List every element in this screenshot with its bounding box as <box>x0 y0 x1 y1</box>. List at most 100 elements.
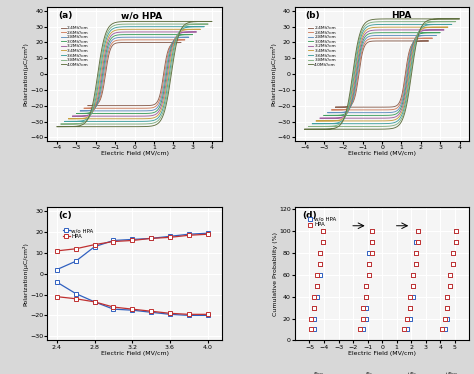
w/o HPA <box>205 231 210 236</box>
4.0MV/cm <box>423 19 429 24</box>
3.0MV/cm <box>190 32 195 37</box>
3.0MV/cm <box>405 68 411 73</box>
Point <box>444 304 451 310</box>
Point <box>452 239 460 245</box>
2.4MV/cm <box>85 103 91 108</box>
Legend: 2.4MV/cm, 2.6MV/cm, 2.8MV/cm, 3.0MV/cm, 3.2MV/cm, 3.4MV/cm, 3.6MV/cm, 3.8MV/cm, : 2.4MV/cm, 2.6MV/cm, 2.8MV/cm, 3.0MV/cm, … <box>60 26 89 67</box>
Point <box>441 316 448 322</box>
4.0MV/cm <box>184 21 190 25</box>
Point <box>449 250 457 256</box>
Legend: w/o HPA, HPA: w/o HPA, HPA <box>305 214 338 229</box>
4.0MV/cm <box>176 33 182 38</box>
w/o HPA <box>129 237 135 242</box>
Point <box>412 239 419 245</box>
Point <box>356 327 364 332</box>
2.4MV/cm <box>410 41 416 45</box>
Point <box>415 239 422 245</box>
Point <box>452 239 460 245</box>
w/o HPA <box>110 238 116 243</box>
Point <box>447 272 454 278</box>
3.2MV/cm <box>441 28 447 32</box>
Line: HPA: HPA <box>55 232 210 253</box>
4.0MV/cm <box>129 125 135 129</box>
3.8MV/cm <box>421 22 427 27</box>
2.8MV/cm <box>91 107 97 111</box>
Point <box>406 294 413 300</box>
3.0MV/cm <box>321 113 327 118</box>
w/o HPA <box>319 228 326 234</box>
Point <box>368 250 376 256</box>
Point <box>412 261 419 267</box>
Point <box>409 283 416 289</box>
3.2MV/cm <box>332 116 338 120</box>
HPA <box>313 283 320 289</box>
4.0MV/cm <box>54 125 60 129</box>
4.0MV/cm <box>302 127 308 131</box>
2.4MV/cm <box>426 39 431 43</box>
Point <box>447 283 454 289</box>
3.4MV/cm <box>313 119 319 123</box>
3.8MV/cm <box>182 24 187 28</box>
3.8MV/cm <box>58 122 64 126</box>
3.0MV/cm <box>88 110 93 114</box>
w/o HPA <box>310 327 318 332</box>
Point <box>365 261 373 267</box>
HPA <box>54 249 60 253</box>
2.8MV/cm <box>108 108 113 113</box>
2.4MV/cm <box>178 40 184 45</box>
3.0MV/cm <box>129 111 135 116</box>
Point <box>409 294 416 300</box>
2.4MV/cm <box>153 102 158 106</box>
Legend: 2.4MV/cm, 2.6MV/cm, 2.8MV/cm, 3.0MV/cm, 3.2MV/cm, 3.4MV/cm, 3.6MV/cm, 3.8MV/cm, : 2.4MV/cm, 2.6MV/cm, 2.8MV/cm, 3.0MV/cm, … <box>308 26 337 67</box>
3.2MV/cm <box>160 100 165 105</box>
3.4MV/cm <box>329 119 335 123</box>
3.8MV/cm <box>205 22 211 26</box>
HPA <box>186 233 191 237</box>
3.4MV/cm <box>350 119 356 123</box>
Line: 4.0MV/cm: 4.0MV/cm <box>57 21 212 127</box>
HPA <box>307 327 315 332</box>
2.6MV/cm <box>329 108 335 112</box>
Point <box>444 316 451 322</box>
2.8MV/cm <box>325 110 331 115</box>
3.0MV/cm <box>438 30 443 35</box>
3.4MV/cm <box>409 55 414 60</box>
3.4MV/cm <box>176 31 182 35</box>
Point <box>412 261 419 267</box>
4.0MV/cm <box>209 19 215 24</box>
3.4MV/cm <box>313 119 319 123</box>
3.8MV/cm <box>346 124 352 129</box>
Line: 3.6MV/cm: 3.6MV/cm <box>312 24 452 124</box>
3.6MV/cm <box>377 122 383 126</box>
Point <box>362 316 370 322</box>
2.6MV/cm <box>429 36 435 40</box>
HPA <box>148 236 154 240</box>
Point <box>365 272 373 278</box>
Point <box>415 228 422 234</box>
3.8MV/cm <box>173 38 179 43</box>
4.0MV/cm <box>321 127 327 131</box>
Point <box>368 239 376 245</box>
2.8MV/cm <box>377 110 383 115</box>
Text: (b): (b) <box>305 12 320 21</box>
w/o HPA <box>73 259 79 264</box>
w/o HPA <box>316 250 323 256</box>
3.0MV/cm <box>412 36 418 41</box>
3.6MV/cm <box>100 119 106 124</box>
3.6MV/cm <box>163 94 169 99</box>
2.6MV/cm <box>329 108 335 112</box>
2.8MV/cm <box>156 103 162 107</box>
3.4MV/cm <box>169 50 175 54</box>
w/o HPA <box>148 236 154 240</box>
2.6MV/cm <box>377 108 383 112</box>
Line: 3.8MV/cm: 3.8MV/cm <box>61 24 208 124</box>
Point <box>406 304 413 310</box>
4.0MV/cm <box>54 125 60 129</box>
w/o HPA <box>316 272 323 278</box>
2.4MV/cm <box>377 105 383 109</box>
2.4MV/cm <box>333 105 338 109</box>
3.4MV/cm <box>377 119 383 123</box>
Line: 3.0MV/cm: 3.0MV/cm <box>324 33 440 116</box>
w/o HPA <box>310 304 318 310</box>
2.8MV/cm <box>163 73 168 77</box>
